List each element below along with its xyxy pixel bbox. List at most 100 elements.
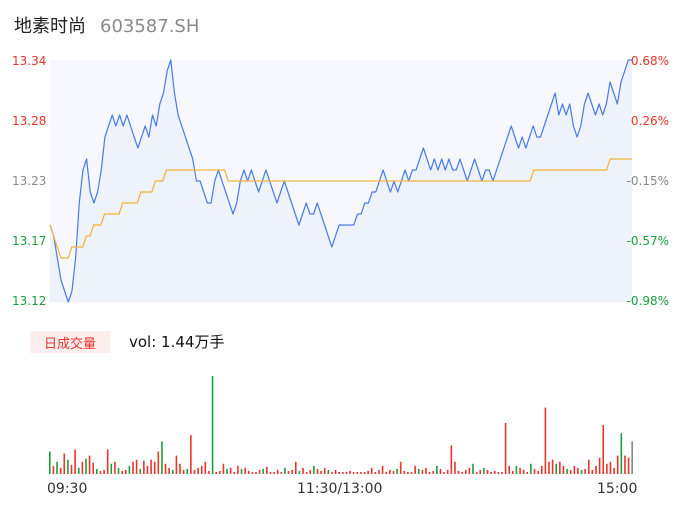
volume-bar: [378, 469, 380, 474]
volume-bar: [114, 461, 116, 474]
volume-bar: [284, 467, 286, 475]
volume-bar: [226, 468, 228, 474]
volume-bar: [349, 470, 351, 474]
volume-bar: [103, 469, 105, 474]
volume-bar: [99, 470, 102, 474]
volume-bar: [52, 465, 55, 474]
volume-bar: [559, 461, 561, 474]
volume-bar: [81, 461, 84, 474]
volume-bar: [486, 469, 489, 474]
price-line: [49, 59, 632, 303]
y-tick-left-1: 13.28: [12, 114, 47, 128]
volume-bar: [381, 465, 384, 474]
volume-tab[interactable]: 日成交量: [30, 331, 110, 353]
volume-bar: [150, 459, 152, 474]
volume-bar: [403, 470, 406, 474]
volume-bar: [117, 467, 120, 475]
volume-bar: [139, 468, 142, 474]
volume-bar: [363, 471, 366, 474]
volume-bar: [591, 469, 594, 474]
stock-code: 603587.SH: [100, 16, 200, 37]
volume-bar: [70, 464, 73, 474]
volume-bar: [63, 453, 66, 474]
y-tick-left-3: 13.17: [12, 234, 47, 248]
volume-bar: [171, 469, 174, 474]
volume-bar: [352, 471, 355, 474]
volume-bar: [512, 470, 514, 474]
volume-bar: [540, 465, 543, 474]
volume-bar: [436, 465, 438, 474]
stock-header: 地素时尚 603587.SH: [14, 12, 199, 42]
volume-bar: [280, 471, 283, 474]
volume-bar: [132, 461, 134, 474]
price-area-fill: [50, 60, 632, 302]
volume-bar: [175, 455, 178, 475]
volume-bar: [587, 459, 590, 474]
volume-bar: [454, 461, 456, 474]
y-tick-right-3: -0.57%: [626, 234, 669, 248]
x-tick-close: 15:00: [597, 481, 638, 497]
volume-bar: [566, 468, 568, 474]
volume-bar: [461, 471, 463, 474]
volume-bar: [613, 467, 615, 475]
volume-bar: [77, 467, 80, 475]
volume-bar: [128, 465, 131, 474]
y-tick-right-0: 0.68%: [630, 54, 669, 68]
volume-bar: [562, 465, 565, 474]
volume-bar: [360, 471, 362, 474]
volume-bar: [298, 470, 301, 474]
volume-bar: [258, 469, 261, 474]
volume-bar: [515, 465, 518, 474]
volume-bar: [399, 461, 402, 474]
volume-bar: [121, 470, 123, 474]
volume-bar: [522, 469, 525, 474]
y-tick-left-0: 13.34: [12, 54, 47, 68]
volume-bar: [247, 470, 250, 474]
volume-bar: [389, 469, 391, 474]
volume-bar: [287, 470, 290, 474]
volume-bar: [96, 468, 98, 474]
volume-bar: [497, 471, 500, 474]
volume-bar: [428, 471, 431, 474]
volume-bar: [244, 467, 246, 475]
volume-bar: [273, 471, 275, 474]
volume-bar: [370, 467, 373, 475]
volume-bar: [200, 465, 203, 474]
volume-bar: [475, 471, 478, 474]
volume-bar: [548, 461, 550, 474]
volume-bar: [598, 457, 601, 474]
volume-bar: [385, 471, 388, 474]
volume-bar: [620, 433, 623, 474]
volume-bar: [504, 422, 507, 474]
y-tick-right-4: -0.98%: [626, 294, 669, 308]
volume-bar: [580, 469, 583, 474]
volume-bar: [631, 441, 633, 474]
volume-bar: [179, 463, 181, 474]
volume-bar: [331, 471, 333, 474]
volume-bar: [537, 470, 539, 474]
volume-bar: [432, 470, 435, 474]
volume-bar: [472, 463, 474, 474]
volume-bar: [262, 468, 265, 474]
volume-bar: [342, 471, 344, 474]
volume-bar: [197, 467, 199, 475]
volume-bar: [457, 470, 460, 474]
volume-bar: [88, 455, 91, 475]
volume-bar: [110, 463, 113, 474]
volume-bar: [59, 467, 62, 475]
volume-bar: [92, 462, 95, 474]
volume-bar: [49, 451, 51, 474]
volume-bar: [414, 465, 416, 474]
volume-bar: [609, 461, 612, 474]
volume-bar: [56, 461, 58, 474]
volume-bar: [161, 441, 163, 474]
volume-bar: [294, 461, 297, 474]
volume-bar: [468, 467, 471, 475]
volume-bar: [143, 460, 145, 474]
volume-bar: [74, 449, 76, 474]
volume-bar: [291, 469, 293, 474]
volume-bar: [555, 463, 558, 474]
volume-bar: [345, 471, 348, 474]
volume-bar: [356, 471, 359, 474]
